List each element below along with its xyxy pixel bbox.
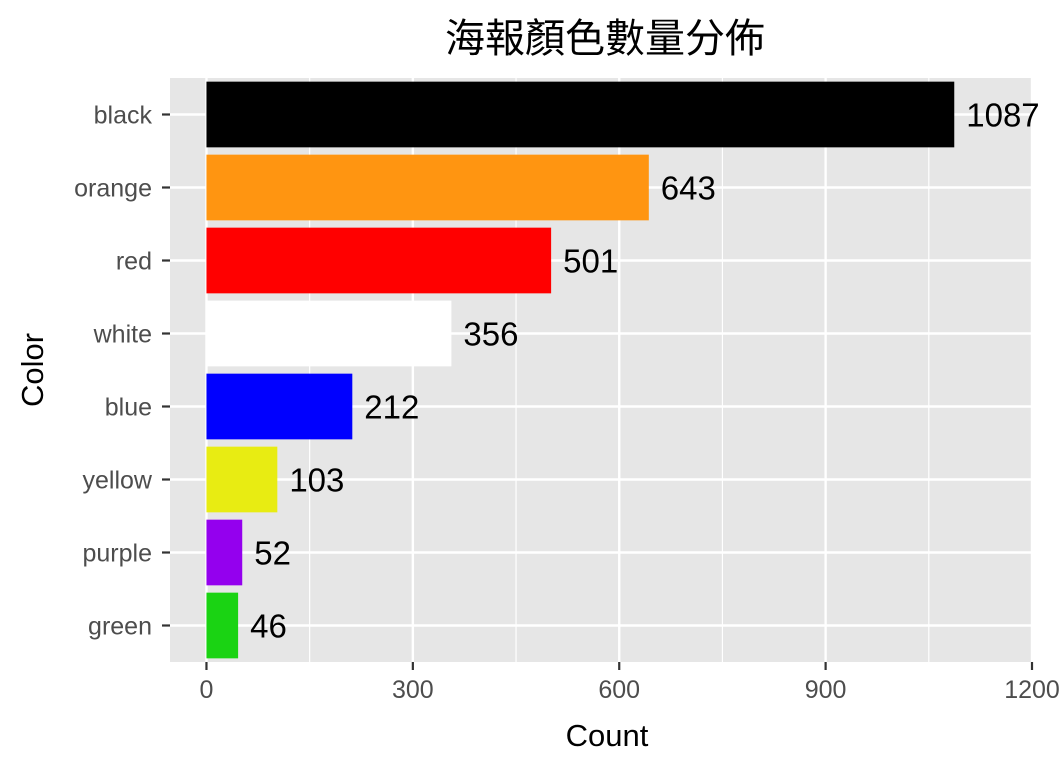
data-label-purple: 52	[254, 535, 291, 572]
data-label-white: 356	[463, 316, 518, 353]
label-layer: 1087 643 501 356 212 103 52 46	[250, 97, 1040, 645]
y-tick-label-blue: blue	[105, 394, 152, 422]
x-tick-label: 900	[805, 676, 847, 704]
bar-blue	[206, 373, 353, 440]
data-label-red: 501	[563, 243, 618, 280]
data-label-blue: 212	[364, 389, 419, 426]
bar-purple	[206, 519, 243, 586]
data-label-green: 46	[250, 608, 287, 645]
x-tick-label: 1200	[1004, 676, 1060, 704]
y-tick-label-red: red	[116, 248, 152, 276]
bar-yellow	[206, 446, 278, 513]
bar-orange	[206, 154, 649, 221]
bar-layer	[206, 81, 955, 659]
x-tick-label: 0	[200, 676, 214, 704]
y-tick-label-yellow: yellow	[83, 467, 153, 495]
chart-title: 海報顏色數量分佈	[445, 16, 765, 62]
data-label-black: 1087	[966, 97, 1039, 134]
bar-red	[206, 227, 552, 294]
data-label-yellow: 103	[289, 462, 344, 499]
bar-black	[206, 81, 955, 148]
bar-white	[206, 300, 452, 367]
y-tick-label-orange: orange	[74, 175, 152, 203]
y-tick-label-black: black	[94, 102, 153, 130]
y-axis-title: Color	[15, 333, 50, 407]
bar-green	[206, 592, 239, 659]
axis-layer: black orange red white blue yellow purple green…	[74, 102, 1060, 705]
x-axis-title: Count	[566, 718, 649, 753]
y-tick-label-white: white	[93, 321, 152, 349]
x-tick-label: 300	[392, 676, 434, 704]
data-label-orange: 643	[661, 170, 716, 207]
y-tick-label-purple: purple	[83, 540, 153, 568]
x-tick-label: 600	[598, 676, 640, 704]
y-tick-label-green: green	[88, 613, 152, 641]
